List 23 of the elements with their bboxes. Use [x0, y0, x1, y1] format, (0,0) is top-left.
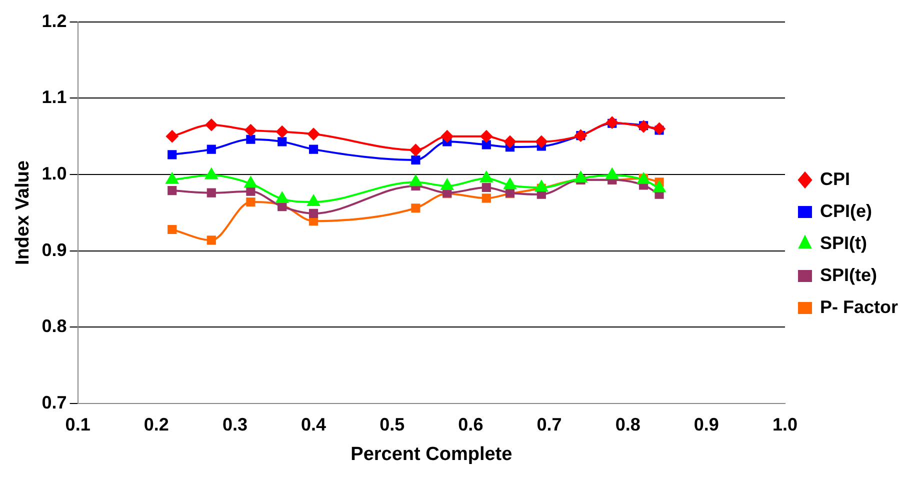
x-axis-title: Percent Complete [350, 444, 512, 465]
legend-label: SPI(te) [820, 264, 878, 285]
x-tick-label: 0.9 [694, 414, 719, 434]
x-tick-label: 0.2 [144, 414, 169, 434]
x-tick-label: 0.5 [380, 414, 405, 434]
x-tick-label: 1.0 [772, 414, 798, 434]
x-tick-label: 0.6 [458, 414, 484, 434]
legend-label: CPI(e) [820, 200, 872, 221]
y-tick-label: 1.1 [42, 87, 67, 108]
x-tick-label: 0.4 [301, 414, 326, 434]
x-tick-label: 0.8 [615, 414, 640, 434]
legend-label: CPI [820, 168, 850, 189]
legend-label: P- Factor [820, 296, 898, 317]
legend-label: SPI(t) [820, 232, 867, 253]
y-tick-label: 0.8 [42, 316, 67, 336]
x-tick-label: 0.7 [536, 414, 562, 434]
y-axis-title: Index Value [12, 160, 34, 265]
y-tick-label: 1.2 [42, 10, 67, 31]
x-tick-label: 0.3 [222, 414, 248, 434]
y-tick-label: 0.9 [42, 240, 67, 260]
y-tick-label: 1.0 [42, 163, 67, 184]
y-tick-label: 0.7 [42, 392, 67, 413]
x-tick-label: 0.1 [65, 414, 90, 434]
